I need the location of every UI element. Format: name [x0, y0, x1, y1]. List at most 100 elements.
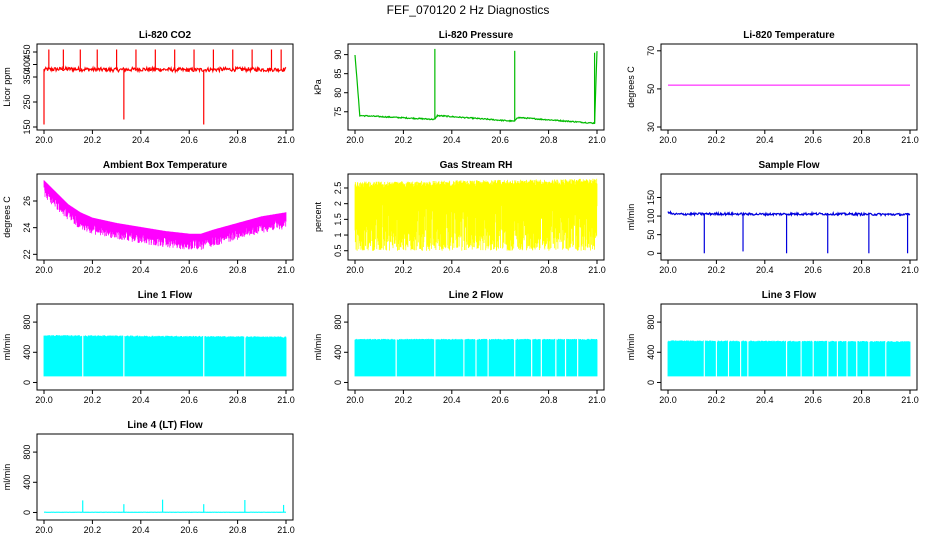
x-tick-label: 20.0	[346, 135, 364, 145]
series-band	[354, 178, 598, 251]
x-tick-label: 20.2	[395, 135, 413, 145]
x-tick-label: 20.0	[346, 395, 364, 405]
x-tick-label: 20.2	[84, 265, 102, 275]
y-tick-label: 24	[22, 223, 32, 233]
y-axis-label: ml/min	[2, 464, 12, 491]
x-tick-label: 21.0	[901, 135, 919, 145]
x-tick-label: 20.6	[180, 395, 198, 405]
x-tick-label: 21.0	[277, 525, 295, 535]
x-tick-label: 20.6	[180, 135, 198, 145]
plot-frame	[660, 43, 918, 131]
y-axis-label: Licor ppm	[2, 67, 12, 107]
y-tick-label: 400	[646, 345, 656, 360]
x-tick-label: 20.8	[853, 135, 871, 145]
y-tick-label: 1.5	[333, 213, 343, 226]
y-tick-label: 0.5	[333, 244, 343, 257]
panel-title: Gas Stream RH	[440, 160, 513, 171]
series-block	[43, 335, 287, 377]
x-tick-label: 20.2	[84, 525, 102, 535]
y-tick-label: 70	[646, 46, 656, 56]
x-tick-label: 20.4	[132, 395, 150, 405]
y-tick-label: 400	[22, 475, 32, 490]
x-tick-label: 20.2	[395, 265, 413, 275]
panel-9: Line 4 (LT) Flow 20.0 20.2 20.4 20.6 20.8 21.0…	[2, 420, 295, 535]
y-tick-label: 800	[333, 315, 343, 330]
series-block	[667, 340, 911, 377]
x-tick-label: 20.0	[35, 525, 53, 535]
y-tick-label: 800	[646, 315, 656, 330]
panel-title: Line 2 Flow	[449, 290, 504, 301]
y-tick-label: 0	[22, 510, 32, 515]
y-tick-label: 85	[333, 69, 343, 79]
plot-frame	[660, 303, 918, 391]
panel-title: Li-820 Temperature	[743, 30, 835, 41]
x-tick-label: 20.0	[659, 395, 677, 405]
y-axis-label: percent	[313, 201, 323, 232]
x-tick-label: 21.0	[588, 265, 606, 275]
panel-2: Li-820 Temperature 20.0 20.2 20.4 20.6 20.8 21…	[626, 30, 919, 145]
x-tick-label: 20.0	[659, 135, 677, 145]
y-axis-label: ml/min	[626, 334, 636, 361]
y-tick-label: 350	[22, 69, 32, 84]
x-tick-label: 20.8	[229, 525, 247, 535]
x-tick-label: 20.6	[180, 525, 198, 535]
panel-title: Li-820 Pressure	[439, 30, 514, 41]
x-tick-label: 20.4	[443, 265, 461, 275]
x-tick-label: 20.4	[132, 265, 150, 275]
x-tick-label: 20.0	[346, 265, 364, 275]
x-tick-label: 20.4	[443, 395, 461, 405]
x-tick-label: 20.8	[540, 135, 558, 145]
x-tick-label: 20.2	[395, 395, 413, 405]
x-tick-label: 20.8	[229, 265, 247, 275]
panel-title: Line 3 Flow	[762, 290, 817, 301]
x-tick-label: 21.0	[588, 395, 606, 405]
plot-frame	[36, 433, 294, 521]
x-tick-label: 20.8	[540, 395, 558, 405]
plot-frame	[36, 303, 294, 391]
x-tick-label: 20.6	[491, 135, 509, 145]
plot-frame	[36, 43, 294, 131]
y-tick-label: 75	[333, 107, 343, 117]
x-tick-label: 20.4	[756, 135, 774, 145]
plot-frame	[660, 173, 918, 261]
panel-title: Sample Flow	[758, 160, 819, 171]
x-tick-label: 20.4	[756, 395, 774, 405]
plot-frame	[36, 173, 294, 261]
y-tick-label: 26	[22, 196, 32, 206]
y-tick-label: 250	[22, 94, 32, 109]
y-tick-label: 0	[22, 380, 32, 385]
panel-title: Line 1 Flow	[138, 290, 193, 301]
series-group	[354, 178, 598, 251]
x-tick-label: 20.2	[84, 135, 102, 145]
x-tick-label: 21.0	[277, 135, 295, 145]
y-axis-label: ml/min	[626, 204, 636, 231]
x-tick-label: 20.6	[804, 135, 822, 145]
series-group	[43, 180, 287, 250]
y-axis-label: kPa	[313, 79, 323, 95]
series-line	[354, 51, 598, 125]
y-axis-label: ml/min	[313, 334, 323, 361]
panel-title: Li-820 CO2	[139, 30, 192, 41]
y-tick-label: 2	[333, 201, 343, 206]
x-tick-label: 20.6	[804, 395, 822, 405]
panel-6: Line 1 Flow 20.0 20.2 20.4 20.6 20.8 21.0 0 400 8…	[2, 290, 295, 405]
x-tick-label: 20.6	[491, 395, 509, 405]
y-tick-label: 30	[646, 122, 656, 132]
x-tick-label: 20.4	[756, 265, 774, 275]
series-line	[43, 65, 287, 74]
y-tick-label: 100	[646, 209, 656, 224]
x-tick-label: 21.0	[277, 395, 295, 405]
series-line	[667, 210, 911, 218]
x-tick-label: 20.4	[443, 135, 461, 145]
panel-7: Line 2 Flow 20.0 20.2 20.4 20.6 20.8 21.0 0 400 8…	[313, 290, 606, 405]
x-tick-label: 20.8	[853, 265, 871, 275]
panel-4: Gas Stream RH 20.0 20.2 20.4 20.6 20.8 21.0 0.5…	[313, 160, 606, 275]
plot-frame	[347, 43, 605, 131]
x-tick-label: 20.0	[35, 135, 53, 145]
y-tick-label: 22	[22, 249, 32, 259]
x-tick-label: 20.8	[853, 395, 871, 405]
x-tick-label: 21.0	[277, 265, 295, 275]
panel-8: Line 3 Flow 20.0 20.2 20.4 20.6 20.8 21.0 0 400 8…	[626, 290, 919, 405]
